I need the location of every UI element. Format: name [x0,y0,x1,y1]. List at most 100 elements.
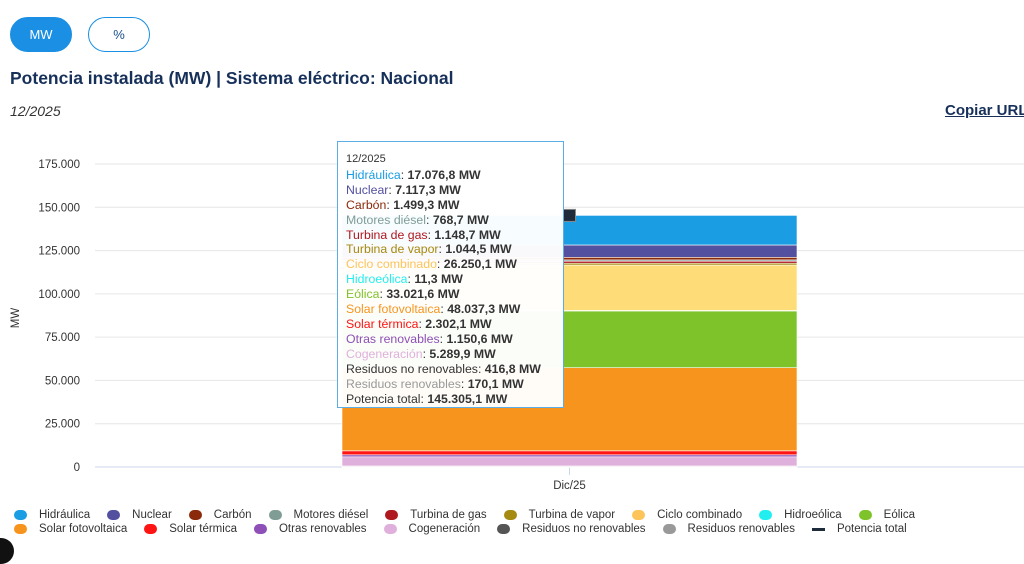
tooltip-series-value: 7.117,3 MW [395,182,461,197]
legend-label: Otras renovables [278,523,367,535]
circle-marker-icon [144,524,158,534]
circle-marker-icon [14,510,27,520]
legend-item[interactable]: Solar fotovoltaica [14,523,127,535]
legend-item[interactable]: Eólica [858,509,915,521]
tooltip-series-name: Hidráulica [346,167,401,182]
legend-item[interactable]: Hidráulica [14,509,90,521]
tooltip-row: Ciclo combinado: 26.250,1 MW [346,257,517,272]
circle-marker-icon [253,524,267,534]
tooltip-series-value: 33.021,6 MW [386,287,460,302]
legend-label: Solar fotovoltaica [39,523,128,535]
legend-item[interactable]: Turbina de gas [385,509,487,521]
tooltip-row: Turbina de gas: 1.148,7 MW [346,227,501,242]
tooltip-row: Carbón: 1.499,3 MW [346,197,460,212]
legend-label: Potencia total [836,523,907,535]
tooltip-series-value: 145.305,1 MW [427,391,508,406]
circle-marker-icon [107,510,121,520]
legend-item[interactable]: Ciclo combinado [632,509,742,521]
tooltip-series-value: 416,8 MW [484,361,541,376]
tooltip-row: Eólica: 33.021,6 MW [346,287,460,302]
total-marker [563,208,576,222]
circle-marker-icon [188,510,202,520]
tooltip: 12/2025 Hidráulica: 17.076,8 MW Nuclear: … [337,141,564,408]
legend-item[interactable]: Residuos no renovables [497,523,646,535]
tooltip-series-value: 170,1 MW [467,376,524,391]
legend-item[interactable]: Otras renovables [253,523,367,535]
chat-bubble-icon[interactable] [0,538,14,564]
legend-label: Nuclear [132,509,172,521]
legend: Hidráulica Nuclear Carbón Motores diésel Tur… [14,508,1024,536]
tooltip-row: Otras renovables: 1.150,6 MW [346,331,513,346]
tooltip-series-value: 2.302,1 MW [425,316,492,331]
legend-label: Residuos no renovables [522,523,646,535]
bar-segment-cogeneraci-n [341,456,798,467]
tooltip-series-name: Eólica [346,287,380,302]
y-tick-label: 100.000 [38,289,80,301]
y-tick-label: 125.000 [38,246,80,258]
tooltip-series-name: Motores diésel [346,212,426,227]
y-tick-label: 75.000 [45,332,80,344]
legend-item[interactable]: Potencia total [811,523,907,535]
legend-label: Carbón [213,509,252,521]
legend-item[interactable]: Motores diésel [268,509,369,521]
tooltip-series-value: 1.150,6 MW [446,331,513,346]
legend-label: Cogeneración [408,523,481,535]
y-tick-label: 150.000 [38,202,80,214]
y-axis-label: MW [10,308,22,329]
y-tick-label: 25.000 [45,419,80,431]
tooltip-row: Solar térmica: 2.302,1 MW [346,316,492,331]
tooltip-series-value: 11,3 MW [414,272,463,287]
circle-marker-icon [385,510,399,520]
legend-item[interactable]: Hidroeólica [759,509,842,521]
tooltip-series-name: Residuos no renovables [346,361,478,376]
legend-item[interactable]: Cogeneración [383,523,481,535]
legend-label: Turbina de vapor [528,509,616,521]
circle-marker-icon [383,524,397,534]
chart-title: Potencia instalada (MW) | Sistema eléctr… [10,68,454,88]
circle-marker-icon [662,524,676,534]
tooltip-series-name: Solar térmica [346,316,419,331]
legend-item[interactable]: Residuos renovables [662,523,795,535]
legend-label: Ciclo combinado [657,509,743,521]
tooltip-series-name: Cogeneración [346,346,423,361]
legend-label: Turbina de gas [410,509,487,521]
y-tick-label: 50.000 [45,375,80,387]
legend-label: Eólica [883,509,915,521]
copy-url-link[interactable]: Copiar URL [945,102,1024,119]
tooltip-series-name: Turbina de gas [346,227,428,242]
bar-segment-solar-t-rmica [341,450,798,456]
tooltip-series-name: Carbón [346,197,387,212]
tooltip-series-name: Hidroeólica [346,272,408,287]
tooltip-series-value: 48.037,3 MW [447,302,521,317]
legend-label: Hidráulica [39,509,91,521]
tooltip-series-value: 1.044,5 MW [445,242,512,257]
circle-marker-icon [632,510,646,520]
tooltip-row: Nuclear: 7.117,3 MW [346,182,461,197]
tooltip-row: Residuos renovables: 170,1 MW [346,376,524,391]
tooltip-series-value: 1.499,3 MW [393,197,460,212]
percent-button[interactable]: % [88,17,150,52]
circle-marker-icon [497,524,511,534]
circle-marker-icon [759,510,773,520]
tooltip-series-value: 17.076,8 MW [407,167,481,182]
tooltip-row: Hidráulica: 17.076,8 MW [346,167,481,182]
mw-button[interactable]: MW [10,17,72,52]
legend-item[interactable]: Carbón [188,509,252,521]
tooltip-series-name: Residuos renovables [346,376,461,391]
legend-label: Residuos renovables [687,523,795,535]
legend-item[interactable]: Nuclear [107,509,172,521]
legend-item[interactable]: Solar térmica [144,523,237,535]
tooltip-header: 12/2025 [346,153,386,165]
legend-item[interactable]: Turbina de vapor [503,509,616,521]
tooltip-series-name: Otras renovables [346,331,440,346]
legend-label: Motores diésel [293,509,369,521]
tooltip-row: Residuos no renovables: 416,8 MW [346,361,541,376]
circle-marker-icon [503,510,517,520]
legend-label: Solar térmica [169,523,237,535]
period-label: 12/2025 [10,103,61,119]
tooltip-series-value: 768,7 MW [432,212,489,227]
legend-label: Hidroeólica [784,509,842,521]
tooltip-row: Motores diésel: 768,7 MW [346,212,489,227]
x-tick-label: Dic/25 [553,480,586,492]
tooltip-series-name: Solar fotovoltaica [346,302,441,317]
